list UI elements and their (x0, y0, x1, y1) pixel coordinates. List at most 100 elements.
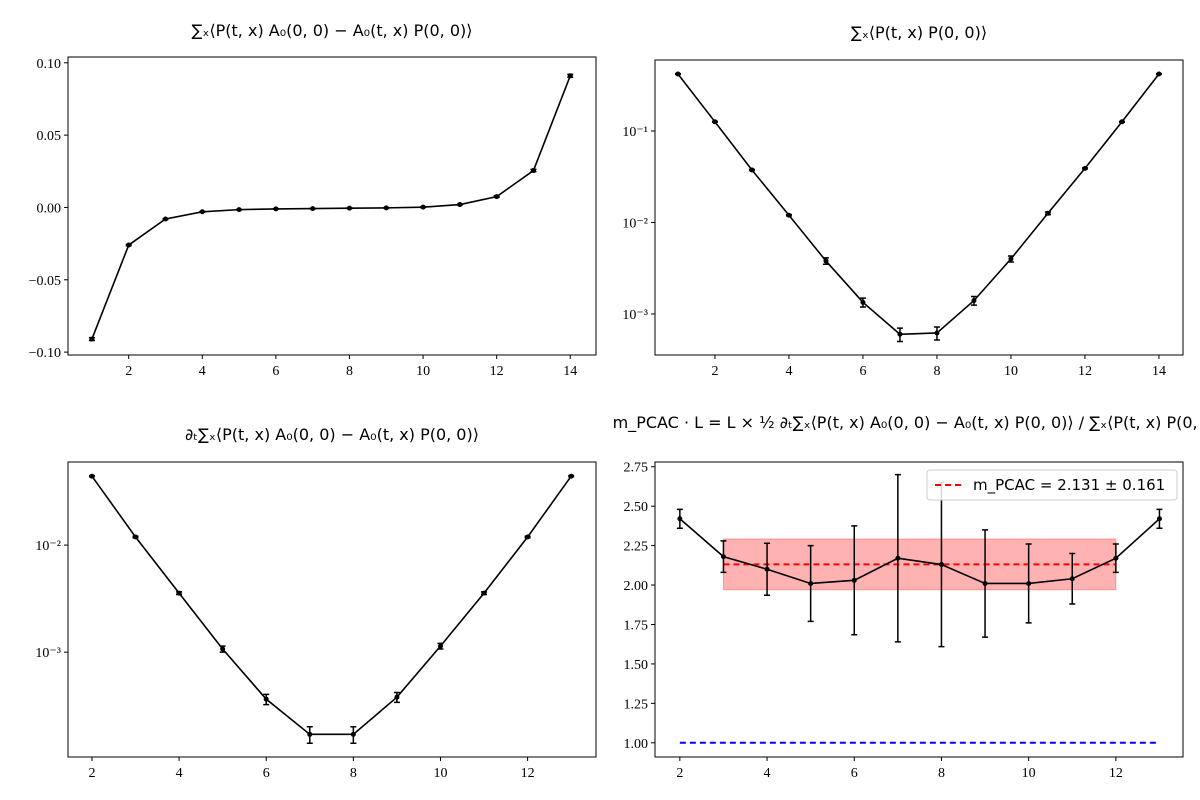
data-point (530, 168, 536, 174)
data-point (897, 331, 903, 337)
data-point (263, 696, 269, 702)
y-tick-label: 2.00 (624, 579, 649, 594)
data-point (823, 258, 829, 264)
x-tick-label: 2 (676, 766, 683, 781)
data-point (220, 646, 226, 652)
x-tick-label: 6 (851, 766, 858, 781)
chart-title: m_PCAC · L = L × ½ ∂ₜ∑ₓ⟨P(t, x) A₀(0, 0)… (613, 413, 1200, 433)
x-tick-label: 10 (1022, 766, 1036, 781)
data-line (677, 73, 1160, 336)
y-tick-label: 1.50 (624, 658, 649, 673)
data-point (982, 580, 988, 586)
data-point (346, 205, 352, 211)
data-point (1082, 165, 1088, 171)
data-point (895, 555, 901, 561)
data-point (273, 206, 279, 212)
x-tick-label: 10 (416, 364, 430, 379)
data-point (89, 336, 95, 342)
y-tick-label: 10⁻² (35, 539, 61, 554)
y-tick-label: −0.10 (29, 346, 61, 361)
data-point (1069, 576, 1075, 582)
x-tick-label: 8 (933, 364, 940, 379)
plot-frame (654, 59, 1184, 356)
y-tick-label: 2.50 (624, 500, 649, 515)
data-point (1026, 580, 1032, 586)
data-point (310, 206, 316, 212)
data-line (91, 475, 572, 736)
y-tick-label: 10⁻¹ (622, 125, 648, 140)
data-point (971, 298, 977, 304)
data-point (851, 577, 857, 583)
y-tick-label: 0.00 (37, 201, 62, 216)
data-point (1045, 210, 1051, 216)
y-tick-label: 1.75 (624, 618, 649, 633)
chart-title: ∑ₓ⟨P(t, x) P(0, 0)⟩ (851, 23, 987, 42)
y-tick-label: 0.10 (37, 57, 62, 72)
data-point (567, 73, 573, 79)
legend-box (926, 469, 1178, 501)
x-tick-label: 12 (1109, 766, 1123, 781)
x-tick-label: 2 (88, 766, 95, 781)
data-point (525, 534, 531, 540)
data-point (934, 330, 940, 336)
data-line (91, 75, 571, 340)
x-tick-label: 12 (490, 364, 504, 379)
data-point (89, 473, 95, 479)
data-point (1156, 516, 1162, 522)
data-point (677, 516, 683, 522)
data-point (457, 202, 463, 208)
legend-label: m_PCAC = 2.131 ± 0.161 (973, 476, 1165, 495)
data-point (437, 643, 443, 649)
x-tick-label: 14 (563, 364, 577, 379)
data-point (176, 590, 182, 596)
x-tick-label: 14 (1152, 364, 1166, 379)
data-point (383, 205, 389, 211)
data-point (764, 566, 770, 572)
data-point (307, 731, 313, 737)
data-point (1156, 71, 1162, 77)
x-tick-label: 4 (764, 766, 771, 781)
y-tick-label: 10⁻³ (35, 646, 61, 661)
data-point (133, 534, 139, 540)
data-point (1008, 256, 1014, 262)
data-point (481, 590, 487, 596)
data-point (786, 212, 792, 218)
data-point (712, 119, 718, 125)
x-tick-label: 4 (785, 364, 792, 379)
x-tick-label: 4 (199, 364, 206, 379)
data-point (1119, 119, 1125, 125)
x-tick-label: 6 (272, 364, 279, 379)
data-point (494, 194, 500, 200)
data-point (420, 204, 426, 210)
data-point (236, 207, 242, 213)
x-tick-label: 8 (350, 766, 357, 781)
x-tick-label: 2 (711, 364, 718, 379)
plot-frame (67, 56, 597, 356)
data-point (860, 299, 866, 305)
x-tick-label: 12 (521, 766, 535, 781)
data-point (1113, 555, 1119, 561)
data-point (126, 242, 132, 248)
x-tick-label: 6 (263, 766, 270, 781)
x-tick-label: 4 (176, 766, 183, 781)
y-tick-label: 10⁻³ (622, 308, 648, 323)
data-point (568, 473, 574, 479)
x-tick-label: 12 (1078, 364, 1092, 379)
x-tick-label: 8 (938, 766, 945, 781)
data-point (938, 562, 944, 568)
chart-title: ∑ₓ⟨P(t, x) A₀(0, 0) − A₀(t, x) P(0, 0)⟩ (192, 21, 473, 40)
y-tick-label: 1.00 (624, 737, 649, 752)
data-point (675, 71, 681, 77)
y-tick-label: 0.05 (37, 129, 62, 144)
data-point (350, 731, 356, 737)
data-point (394, 694, 400, 700)
chart-title: ∂ₜ∑ₓ⟨P(t, x) A₀(0, 0) − A₀(t, x) P(0, 0)… (185, 425, 479, 444)
x-tick-label: 8 (346, 364, 353, 379)
y-tick-label: 2.25 (624, 540, 649, 555)
data-point (720, 554, 726, 560)
y-tick-label: 2.75 (624, 461, 649, 476)
data-point (749, 167, 755, 173)
data-line (679, 518, 1160, 585)
x-tick-label: 6 (859, 364, 866, 379)
